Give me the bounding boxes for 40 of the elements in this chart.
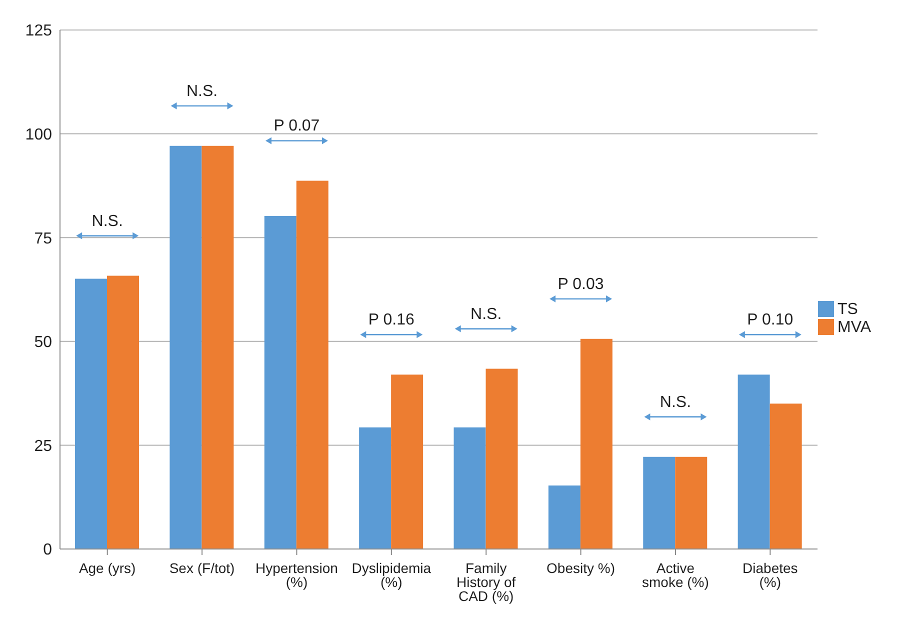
annotation: P 0.10 (747, 312, 794, 329)
bar (391, 374, 424, 549)
bar (170, 146, 202, 549)
bar (580, 338, 612, 549)
bar (486, 368, 518, 549)
x-tick-label: Active smoke (%) (642, 560, 709, 590)
y-tick-label: 50 (34, 334, 52, 352)
annotation: P 0.03 (558, 276, 604, 293)
y-tick-label: 75 (34, 230, 52, 248)
legend-label: MVA (838, 318, 871, 336)
x-tick-label: Age (yrs) (78, 560, 136, 576)
bar (202, 146, 234, 549)
x-tick-label: Family History of CAD (%) (456, 560, 516, 604)
bar (770, 404, 802, 549)
annotation: N.S. (92, 212, 123, 230)
bar (359, 427, 392, 549)
annotation: N.S. (186, 82, 218, 100)
bar (264, 216, 296, 549)
x-tick-label: Obesity %) (546, 560, 616, 576)
bar (548, 485, 580, 549)
bar (643, 456, 676, 549)
annotation: N.S. (660, 394, 692, 411)
bar (738, 374, 770, 549)
bar (454, 427, 486, 549)
y-tick-label: 0 (43, 542, 52, 559)
x-tick-label: Dyslipidemia (%) (352, 560, 432, 590)
bar (675, 456, 708, 549)
annotation: P 0.16 (368, 312, 414, 329)
y-tick-label: 125 (25, 22, 52, 40)
annotation: P 0.07 (274, 118, 320, 135)
bar (107, 276, 139, 549)
x-tick-label: Diabetes (%) (742, 560, 798, 590)
bar (75, 278, 107, 549)
y-tick-label: 25 (34, 438, 52, 455)
annotation: N.S. (470, 306, 502, 323)
x-tick-label: Sex (F/tot) (169, 560, 235, 576)
x-tick-label: Hypertension (%) (255, 560, 338, 590)
legend-label: TS (838, 300, 858, 318)
y-tick-label: 100 (25, 126, 52, 144)
bar (296, 180, 328, 549)
